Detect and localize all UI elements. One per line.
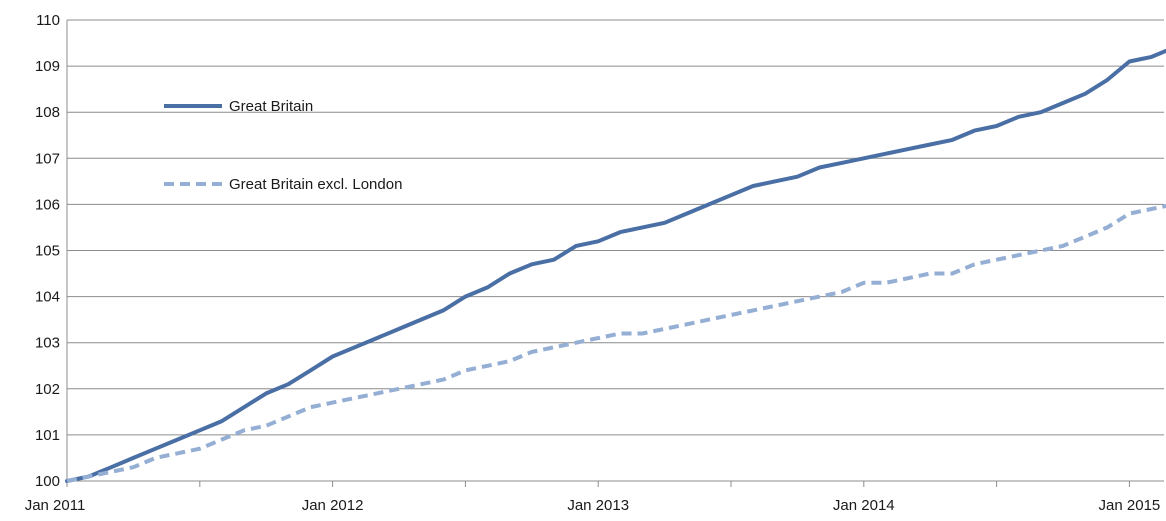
y-tick-103: 103 [35,335,60,352]
legend-label: Great Britain excl. London [229,176,402,193]
series-lines [65,48,1166,483]
x-tick-jan-2014: Jan 2014 [833,497,895,514]
legend-entry: Great Britain [164,98,313,115]
y-tick-101: 101 [35,427,60,444]
y-tick-102: 102 [35,381,60,398]
series-line-great-britain-excl-london [66,203,1166,483]
series-line-great-britain [65,48,1166,483]
x-tick-labels: Jan 2011 Jan 2012 Jan 2013 Jan 2014 Jan 2015 [25,497,1161,514]
legend-entry: Great Britain excl. London [164,176,402,193]
gridlines [67,19,1164,436]
x-tick-jan-2015: Jan 2015 [1099,497,1161,514]
y-tick-104: 104 [35,289,60,306]
x-tick-jan-2013: Jan 2013 [567,497,629,514]
y-tick-100: 100 [35,473,60,490]
y-tick-labels: 100 101 102 103 104 105 106 107 108 109 110 [35,12,60,490]
y-tick-109: 109 [35,58,60,75]
y-tick-105: 105 [35,243,60,260]
legend: Great Britain Great Britain excl. London [164,98,402,193]
x-tick-jan-2012: Jan 2012 [302,497,364,514]
legend-label: Great Britain [229,98,313,115]
y-tick-108: 108 [35,104,60,121]
y-tick-110: 110 [36,12,60,29]
x-tick-jan-2011: Jan 2011 [25,497,86,514]
y-tick-107: 107 [35,150,60,167]
axes [66,20,1164,487]
y-tick-106: 106 [35,196,60,213]
